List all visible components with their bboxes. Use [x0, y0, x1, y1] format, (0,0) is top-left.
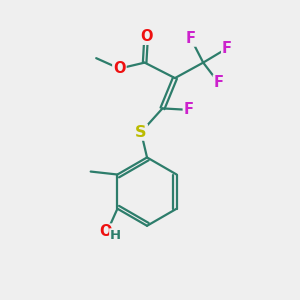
Text: F: F	[222, 41, 232, 56]
Text: F: F	[214, 75, 224, 90]
Text: S: S	[135, 125, 147, 140]
Text: F: F	[186, 31, 196, 46]
Text: O: O	[113, 61, 126, 76]
Text: F: F	[184, 102, 194, 117]
Text: H: H	[110, 229, 121, 242]
Text: O: O	[140, 29, 152, 44]
Text: O: O	[99, 224, 112, 239]
